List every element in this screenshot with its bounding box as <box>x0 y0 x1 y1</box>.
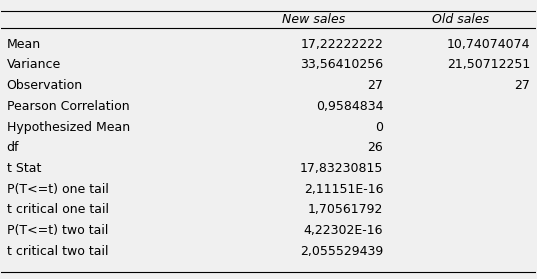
Text: 27: 27 <box>514 79 530 92</box>
Text: df: df <box>7 141 19 154</box>
Text: Variance: Variance <box>7 58 61 71</box>
Text: Pearson Correlation: Pearson Correlation <box>7 100 129 113</box>
Text: 4,22302E-16: 4,22302E-16 <box>304 224 383 237</box>
Text: 0,9584834: 0,9584834 <box>316 100 383 113</box>
Text: 21,50712251: 21,50712251 <box>447 58 530 71</box>
Text: Old sales: Old sales <box>432 13 489 26</box>
Text: 33,56410256: 33,56410256 <box>300 58 383 71</box>
Text: Mean: Mean <box>7 38 41 51</box>
Text: 17,22222222: 17,22222222 <box>301 38 383 51</box>
Text: P(T<=t) two tail: P(T<=t) two tail <box>7 224 108 237</box>
Text: 10,74074074: 10,74074074 <box>447 38 530 51</box>
Text: New sales: New sales <box>282 13 345 26</box>
Text: t Stat: t Stat <box>7 162 41 175</box>
Text: 27: 27 <box>367 79 383 92</box>
Text: 2,11151E-16: 2,11151E-16 <box>304 183 383 196</box>
Text: Hypothesized Mean: Hypothesized Mean <box>7 121 130 134</box>
Text: 1,70561792: 1,70561792 <box>308 203 383 217</box>
Text: 17,83230815: 17,83230815 <box>300 162 383 175</box>
Text: t critical one tail: t critical one tail <box>7 203 108 217</box>
Text: 0: 0 <box>375 121 383 134</box>
Text: 2,055529439: 2,055529439 <box>300 245 383 258</box>
Text: Observation: Observation <box>7 79 83 92</box>
Text: P(T<=t) one tail: P(T<=t) one tail <box>7 183 108 196</box>
Text: 26: 26 <box>368 141 383 154</box>
Text: t critical two tail: t critical two tail <box>7 245 108 258</box>
